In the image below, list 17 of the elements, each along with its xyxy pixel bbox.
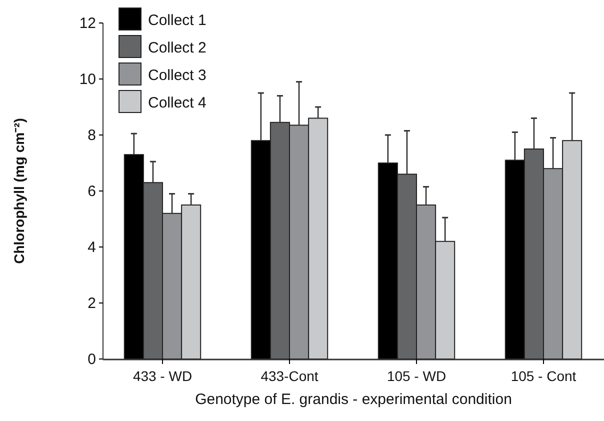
y-tick-label: 12 bbox=[79, 14, 96, 32]
y-tick-label: 8 bbox=[88, 126, 96, 144]
legend-label: Collect 2 bbox=[148, 40, 206, 56]
x-tick-label: 105 - Cont bbox=[510, 368, 576, 384]
y-tick-label: 0 bbox=[88, 350, 96, 368]
x-tick-label: 433 - WD bbox=[132, 368, 192, 384]
y-tick-label: 2 bbox=[88, 294, 96, 312]
legend-label: Collect 1 bbox=[148, 12, 206, 29]
legend-label: Collect 4 bbox=[148, 94, 206, 112]
y-tick-label: 4 bbox=[88, 238, 96, 256]
y-axis-title: Chlorophyll (mg cm⁻²) bbox=[11, 118, 27, 264]
legend-label: Collect 3 bbox=[148, 67, 206, 84]
y-tick-label: 10 bbox=[79, 70, 96, 88]
y-tick-label: 6 bbox=[88, 182, 96, 200]
x-axis-title: Genotype of E. grandis - experimental condition bbox=[195, 391, 512, 408]
x-tick-label: 433-Cont bbox=[260, 368, 318, 384]
x-tick-label: 105 - WD bbox=[386, 368, 446, 384]
